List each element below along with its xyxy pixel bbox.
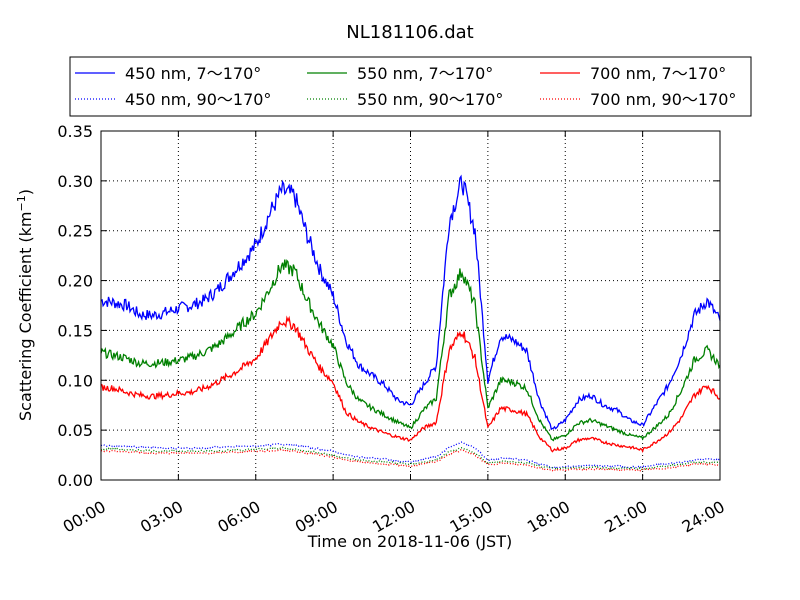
x-tick-label: 15:00 [446,497,495,537]
y-tick-label: 0.30 [57,172,93,191]
legend-label: 700 nm, 90～170° [590,90,736,109]
y-tick-label: 0.05 [57,421,93,440]
y-axis-label-main: Scattering Coefficient (km [16,211,35,421]
x-tick-label: 00:00 [60,497,109,537]
y-axis-label-exponent: −1 [15,195,28,211]
series-line [100,259,721,442]
series-line [100,174,721,431]
legend-frame [69,56,752,117]
x-tick-label: 09:00 [292,497,341,537]
y-tick-label: 0.10 [57,371,93,390]
series-line [100,446,721,471]
legend-label: 550 nm, 90～170° [357,90,503,109]
series-line [100,448,721,472]
series-group [100,174,721,472]
y-tick-label: 0.20 [57,272,93,291]
x-tick-label: 06:00 [214,497,263,537]
x-tick-label: 12:00 [369,497,418,537]
y-tick-label: 0.00 [57,471,93,490]
y-axis: 0.00 0.05 0.10 0.15 0.20 0.25 0.30 0.35 [57,122,720,490]
legend-label: 550 nm, 7～170° [357,64,493,83]
x-tick-label: 21:00 [601,497,650,537]
x-tick-label: 24:00 [679,497,728,537]
y-axis-label-close: ) [16,189,35,195]
y-axis-label: Scattering Coefficient (km−1) [15,189,36,421]
y-tick-label: 0.35 [57,122,93,141]
series-line [100,315,721,454]
x-axis: 00:00 03:00 06:00 09:00 12:00 15:00 18:00 21:00… [60,131,728,537]
x-tick-label: 18:00 [524,497,573,537]
x-axis-label: Time on 2018-11-06 (JST) [307,532,512,551]
legend-label: 700 nm, 7～170° [590,64,726,83]
legend: 450 nm, 7～170° 550 nm, 7～170° 700 nm, 7～17… [69,56,752,117]
legend-label: 450 nm, 90～170° [125,90,271,109]
x-tick-label: 03:00 [137,497,186,537]
legend-label: 450 nm, 7～170° [125,64,261,83]
y-tick-label: 0.15 [57,321,93,340]
y-tick-label: 0.25 [57,222,93,241]
chart-title: NL181106.dat [346,22,473,43]
